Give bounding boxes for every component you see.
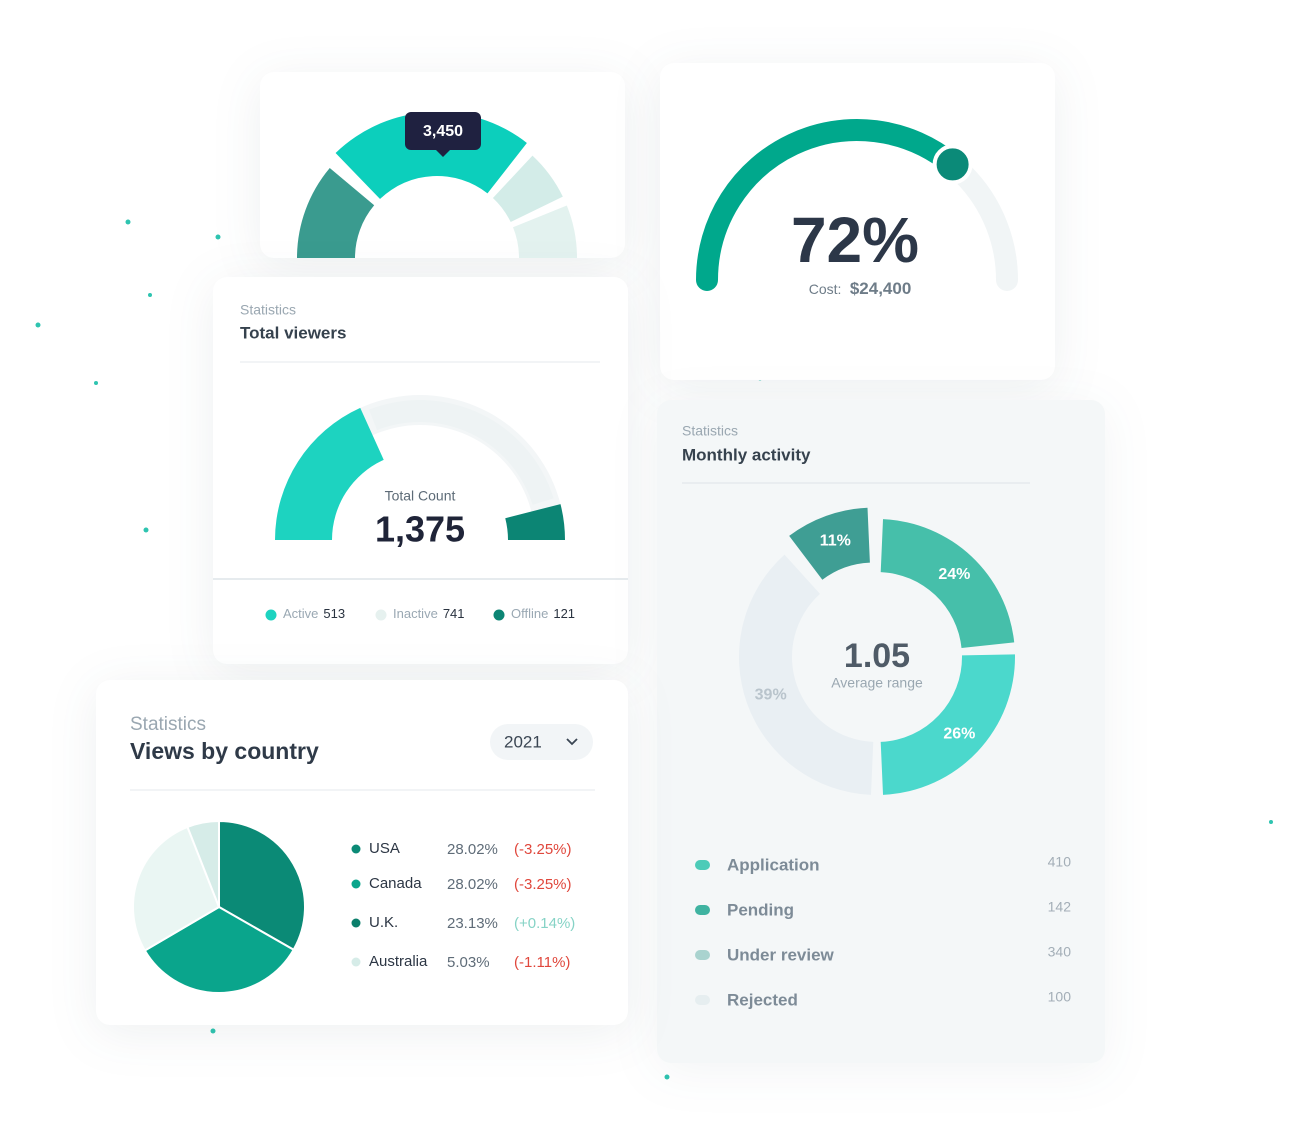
- cost-label: Cost:: [809, 281, 842, 297]
- tooltip: [405, 112, 481, 150]
- legend-dot: [375, 609, 387, 621]
- cost-card: [660, 63, 1055, 380]
- legend-entry: Active 513: [283, 606, 345, 621]
- card-title: Monthly activity: [682, 445, 811, 464]
- center-label: Average range: [831, 675, 923, 691]
- donut-segment: [739, 554, 874, 795]
- legend-count: 410: [1048, 854, 1072, 870]
- legend-dot: [351, 844, 361, 854]
- gauge-fill: [696, 119, 964, 291]
- center-value: 1.05: [844, 637, 910, 675]
- legend-name: Rejected: [727, 990, 798, 1009]
- country-share: 28.02%: [447, 841, 498, 858]
- country-name: Australia: [369, 953, 428, 970]
- legend-name: Pending: [727, 900, 794, 919]
- pie-slice: [132, 825, 221, 952]
- dropdown-value[interactable]: 2021: [504, 732, 542, 751]
- cost-value: $24,400: [850, 279, 911, 298]
- pie-slice: [186, 819, 220, 908]
- legend-entry: Inactive 741: [393, 606, 465, 621]
- cost-text: Cost: $24,400: [809, 279, 912, 298]
- donut-segment: [789, 507, 870, 580]
- viewers-legend: Active 513 Inactive 741 Offline 121: [265, 606, 575, 621]
- card-subtitle: Statistics: [240, 302, 296, 318]
- total-value: 1,375: [375, 509, 465, 550]
- gauge-value: 72%: [791, 204, 919, 276]
- card-title: Total viewers: [240, 323, 346, 342]
- country-table: USA 28.02% (-3.25%) Canada 28.02% (-3.25%) U.K…: [351, 840, 575, 971]
- country-name: USA: [369, 840, 400, 857]
- activity-donut: 24% 26% 39% 11%: [739, 507, 1015, 795]
- legend-dot: [493, 609, 505, 621]
- donut-segment: [880, 654, 1015, 795]
- card-title: Views by country: [130, 738, 319, 764]
- legend-value: 513: [323, 606, 345, 621]
- legend-name: Under review: [727, 945, 835, 964]
- gauge-segment: [513, 205, 577, 258]
- country-pie: [132, 819, 306, 994]
- viewers-gauge: [275, 395, 565, 540]
- country-name: Canada: [369, 875, 422, 892]
- gauge-segment: [492, 155, 563, 223]
- cost-gauge: [696, 119, 1018, 291]
- legend-dot: [351, 918, 361, 928]
- activity-legend: Application 410 Pending 142 Under review 340 R…: [695, 854, 1072, 1009]
- legend-entry: Offline 121: [511, 606, 575, 621]
- segment-label: 24%: [938, 566, 970, 583]
- tooltip-value: 3,450: [423, 123, 463, 140]
- card-subtitle: Statistics: [130, 714, 206, 735]
- sales-gauge: [297, 111, 577, 258]
- tooltip-arrow: [436, 150, 450, 157]
- legend-name: Inactive: [393, 606, 438, 621]
- country-share: 23.13%: [447, 915, 498, 932]
- legend-dot: [265, 609, 277, 621]
- gauge-segment: [369, 400, 554, 505]
- dropdown-bg[interactable]: [490, 724, 593, 760]
- center-label: Total Count: [385, 488, 456, 504]
- legend-swatch: [695, 860, 710, 870]
- legend-name: Active: [283, 606, 318, 621]
- legend-dot: [351, 879, 361, 889]
- legend-swatch: [695, 950, 710, 960]
- legend-name: Offline: [511, 606, 548, 621]
- country-share: 28.02%: [447, 876, 498, 893]
- country-change: (+0.14%): [514, 915, 575, 932]
- legend-value: 121: [553, 606, 575, 621]
- segment-label: 39%: [755, 686, 787, 703]
- card-subtitle: Statistics: [682, 423, 738, 439]
- gauge-segment: [275, 407, 384, 540]
- legend-dot: [351, 957, 361, 967]
- gauge-segment: [297, 168, 375, 258]
- country-share: 5.03%: [447, 954, 490, 971]
- pie-slice: [218, 819, 306, 952]
- legend-name: Application: [727, 855, 820, 874]
- activity-card: [657, 400, 1105, 1063]
- country-change: (-3.25%): [514, 876, 572, 893]
- gauge-knob: [932, 144, 973, 185]
- donut-segment: [880, 519, 1015, 648]
- viewers-card: [213, 277, 628, 664]
- segment-label: 26%: [943, 726, 975, 743]
- legend-count: 340: [1048, 944, 1072, 960]
- pie-slice: [143, 905, 295, 994]
- year-dropdown[interactable]: 2021: [490, 724, 593, 760]
- legend-count: 142: [1048, 899, 1072, 915]
- country-change: (-1.11%): [514, 954, 570, 971]
- legend-swatch: [695, 995, 710, 1005]
- legend-swatch: [695, 905, 710, 915]
- legend-value: 741: [443, 606, 465, 621]
- country-change: (-3.25%): [514, 841, 572, 858]
- gauge-segment: [505, 504, 565, 540]
- chevron[interactable]: [566, 738, 578, 746]
- legend-count: 100: [1048, 989, 1072, 1005]
- country-name: U.K.: [369, 914, 398, 931]
- segment-label: 11%: [820, 532, 851, 549]
